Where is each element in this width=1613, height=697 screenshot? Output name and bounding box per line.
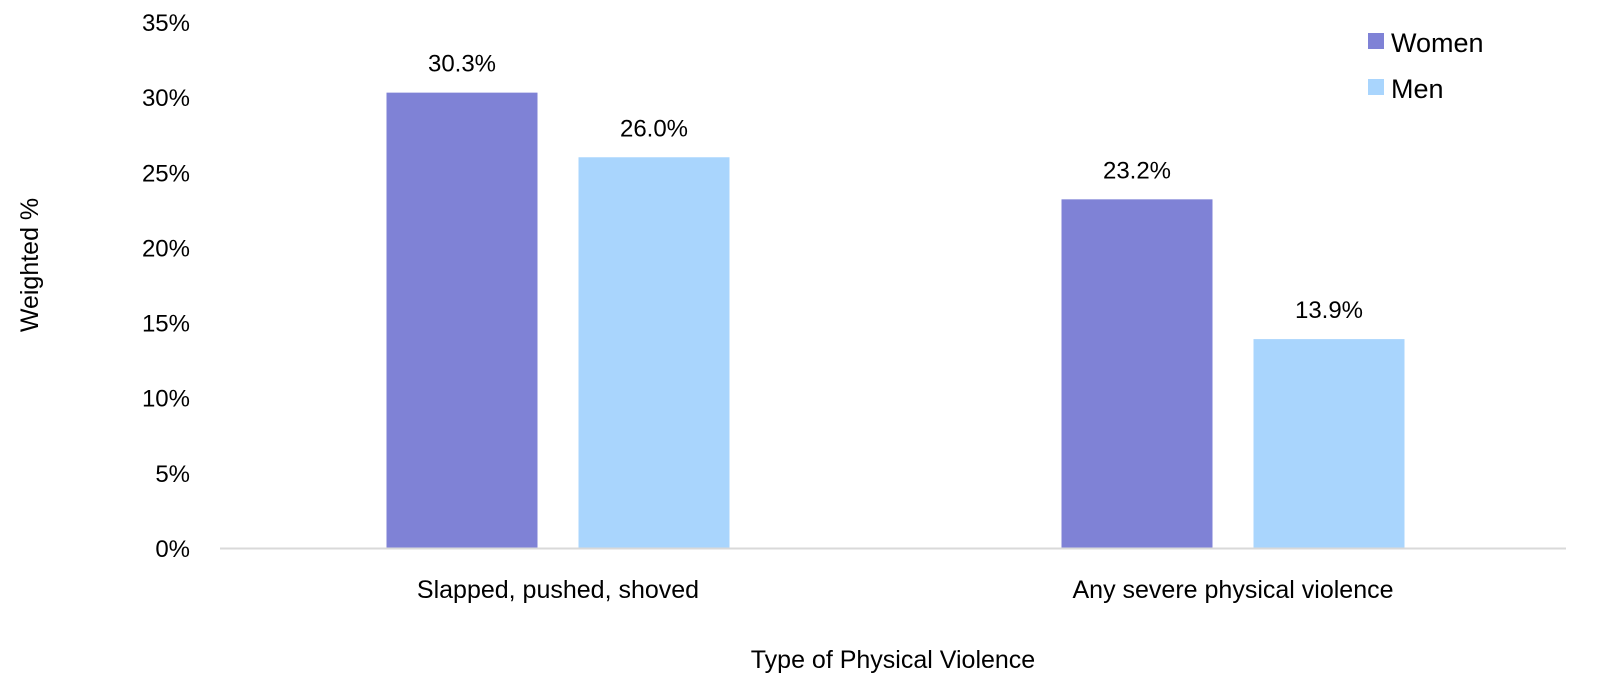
y-tick-label: 15% xyxy=(142,311,190,338)
y-tick-label: 30% xyxy=(142,85,190,112)
y-tick-label: 20% xyxy=(142,235,190,262)
y-tick-label: 10% xyxy=(142,386,190,413)
data-label: 13.9% xyxy=(1295,297,1363,324)
data-label: 26.0% xyxy=(620,115,688,142)
x-category-label: Any severe physical violence xyxy=(1073,576,1394,604)
bar-women-1 xyxy=(386,92,538,549)
bars xyxy=(386,92,1405,549)
legend: Women Men xyxy=(1368,28,1484,104)
x-category-label: Slapped, pushed, shoved xyxy=(417,576,699,604)
y-tick-label: 25% xyxy=(142,160,190,187)
bar-men-1 xyxy=(578,157,730,548)
data-label: 23.2% xyxy=(1103,157,1171,184)
y-tick-label: 35% xyxy=(142,10,190,37)
legend-swatch-women xyxy=(1368,33,1384,49)
y-axis-title: Weighted % xyxy=(16,198,44,332)
bar-men-2 xyxy=(1253,339,1405,548)
data-labels: 30.3% 23.2% 26.0% 13.9% xyxy=(428,51,1363,324)
legend-label-women: Women xyxy=(1391,28,1484,58)
x-axis-categories: Slapped, pushed, shoved Any severe physic… xyxy=(417,576,1394,604)
x-axis-title: Type of Physical Violence xyxy=(751,646,1035,674)
bar-women-2 xyxy=(1061,199,1213,548)
y-axis-ticks: 0% 5% 10% 15% 20% 25% 30% 35% xyxy=(142,10,190,563)
legend-swatch-men xyxy=(1368,79,1384,95)
data-label: 30.3% xyxy=(428,51,496,78)
legend-label-men: Men xyxy=(1391,74,1444,104)
y-tick-label: 0% xyxy=(155,536,190,563)
y-tick-label: 5% xyxy=(155,461,190,488)
